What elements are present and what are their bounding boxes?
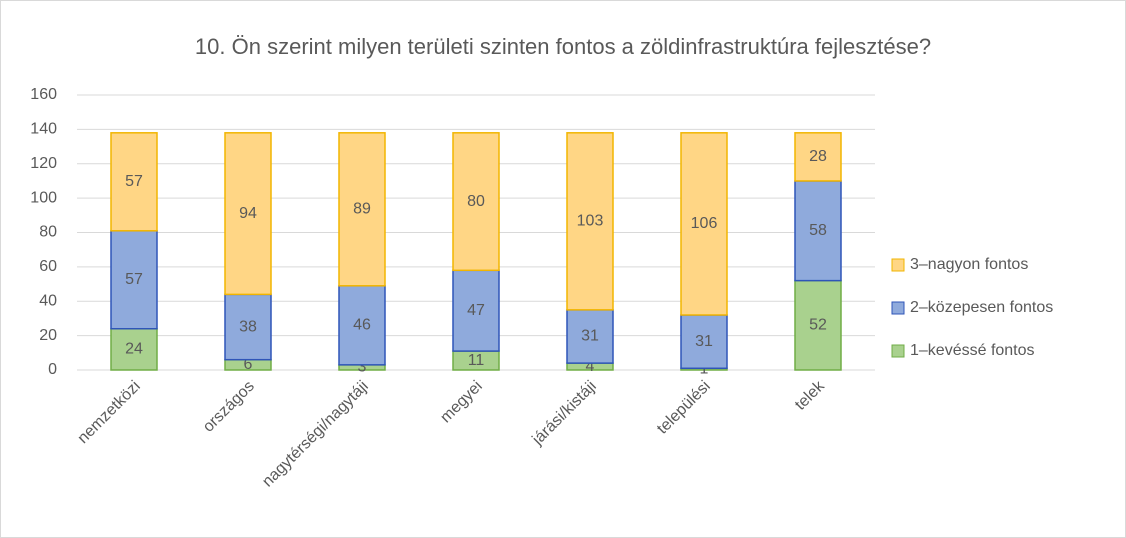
data-label: 58	[809, 222, 827, 239]
y-tick-label: 120	[30, 155, 57, 172]
bar-segment	[794, 279, 842, 371]
y-tick-label: 100	[30, 189, 57, 206]
y-tick-label: 20	[39, 327, 57, 344]
data-label: 52	[809, 317, 827, 334]
legend-label: 2–közepesen fontos	[910, 299, 1053, 316]
data-label: 57	[125, 173, 143, 190]
bar-segment	[224, 132, 272, 296]
data-label: 4	[586, 358, 595, 375]
bar-segment	[110, 328, 158, 371]
legend-label: 3–nagyon fontos	[910, 256, 1028, 273]
bar-segment	[794, 132, 842, 182]
data-label: 103	[577, 213, 604, 230]
bar-segment	[680, 132, 728, 316]
data-label: 47	[467, 302, 485, 319]
data-label: 57	[125, 271, 143, 288]
bar-segment	[680, 314, 728, 370]
legend-swatch	[891, 344, 905, 358]
y-tick-label: 0	[48, 361, 57, 378]
data-label: 89	[353, 201, 371, 218]
bar-segment	[110, 132, 158, 232]
bar-segment	[338, 285, 386, 366]
bar-segment	[224, 293, 272, 361]
data-label: 3	[358, 359, 367, 376]
bar-segment	[794, 180, 842, 282]
data-label: 80	[467, 193, 485, 210]
legend-label: 1–kevéssé fontos	[910, 342, 1035, 359]
data-label: 28	[809, 148, 827, 165]
legend-swatch	[891, 258, 905, 272]
data-label: 11	[468, 352, 485, 369]
data-label: 24	[125, 341, 143, 358]
data-label: 6	[244, 356, 253, 373]
y-tick-label: 140	[30, 121, 57, 138]
bar-segment	[452, 269, 500, 352]
data-label: 94	[239, 205, 257, 222]
bar-segment	[338, 132, 386, 287]
data-label: 46	[353, 317, 371, 334]
bar-segment	[452, 132, 500, 272]
data-label: 31	[581, 328, 599, 345]
y-tick-label: 80	[39, 224, 57, 241]
chart-title: 10. Ön szerint milyen területi szinten f…	[195, 34, 931, 59]
data-label: 106	[691, 215, 718, 232]
data-label: 38	[239, 318, 257, 335]
y-tick-label: 40	[39, 292, 57, 309]
y-tick-label: 60	[39, 258, 57, 275]
y-tick-label: 160	[30, 86, 57, 103]
data-label: 31	[695, 333, 713, 350]
bar-segment	[566, 132, 614, 311]
legend-swatch	[891, 301, 905, 315]
